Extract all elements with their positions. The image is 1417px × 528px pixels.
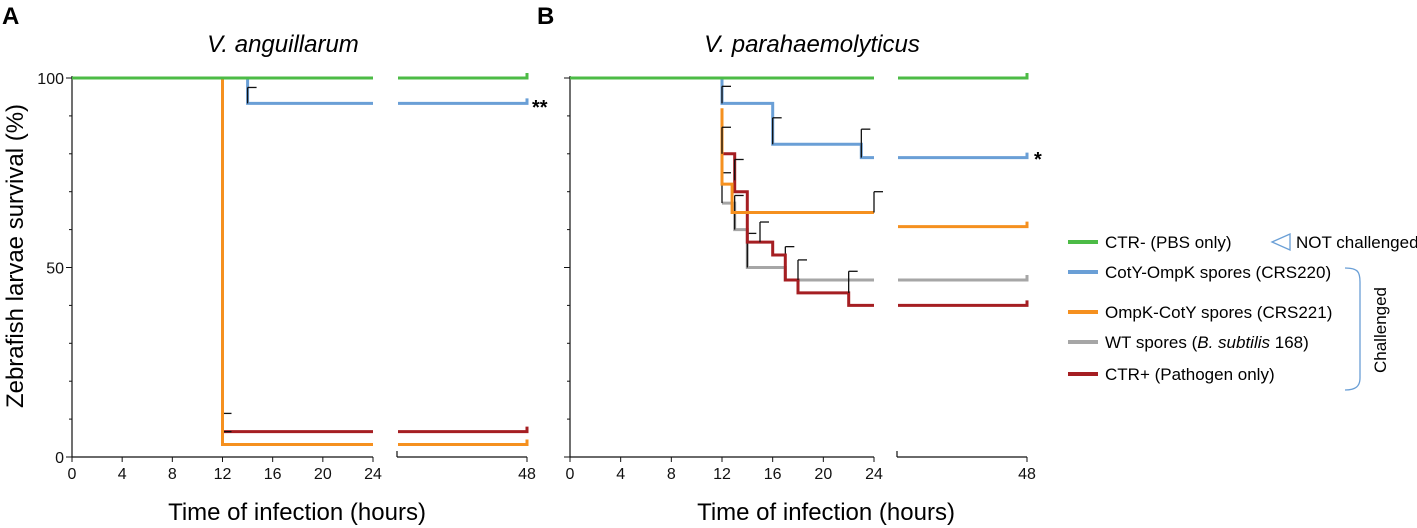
panel-a-x-axis-title: Time of infection (hours) bbox=[168, 499, 426, 526]
series-line-ompk-coty-spores-crs221 bbox=[720, 108, 874, 214]
x-tick-label: 8 bbox=[168, 466, 177, 483]
panel-b-x-axis-title: Time of infection (hours) bbox=[697, 499, 955, 526]
legend-label-wt: WT spores (B. subtilis 168) bbox=[1105, 333, 1309, 352]
panel-a-significance-label: ** bbox=[532, 97, 548, 119]
x-tick-label: 12 bbox=[214, 466, 232, 483]
x-tick-label: 24 bbox=[865, 466, 883, 483]
series-line-ompk-coty-spores-crs221 bbox=[72, 76, 373, 446]
x-tick-label: 16 bbox=[764, 466, 782, 483]
x-tick-label: 4 bbox=[118, 466, 127, 483]
panel-a-title: V. anguillarum bbox=[207, 31, 359, 58]
legend-label-ctr-pos: CTR+ (Pathogen only) bbox=[1105, 365, 1275, 384]
series-tail-ctr-pathogen-only bbox=[898, 300, 1029, 307]
x-tick-label: 12 bbox=[713, 466, 731, 483]
challenged-label: Challenged bbox=[1371, 287, 1390, 373]
series-tail-ompk-coty-spores-crs221 bbox=[398, 439, 529, 446]
y-tick-label: 0 bbox=[55, 450, 64, 467]
y-tick-label: 50 bbox=[46, 261, 64, 278]
series-tail-ctr-pbs-only bbox=[398, 73, 529, 80]
x-tick-label: 48 bbox=[518, 466, 536, 483]
panel-b-plot: 0 4 8 12 16 20 24 48 bbox=[564, 73, 1036, 483]
legend-label-ompk-coty: OmpK-CotY spores (CRS221) bbox=[1105, 303, 1332, 322]
challenged-bracket bbox=[1344, 267, 1361, 391]
x-tick-label: 16 bbox=[264, 466, 282, 483]
series-tail-ompk-coty-spores-crs221 bbox=[898, 221, 1029, 229]
series-tail-coty-ompk-spores-crs220 bbox=[398, 98, 529, 105]
y-axis-title: Zebrafish larvae survival (%) bbox=[2, 104, 29, 408]
x-tick-label: 8 bbox=[667, 466, 676, 483]
panel-letter-b: B bbox=[537, 3, 554, 30]
legend: CTR- (PBS only) CotY-OmpK spores (CRS220… bbox=[1068, 232, 1417, 391]
x-tick-label: 4 bbox=[616, 466, 625, 483]
panel-b-title: V. parahaemolyticus bbox=[704, 31, 920, 58]
series-line-ctr-pathogen-only bbox=[722, 152, 874, 307]
legend-label-coty-ompk: CotY-OmpK spores (CRS220) bbox=[1105, 263, 1331, 282]
series-tail-wt-spores-b-subtilis-168 bbox=[898, 275, 1029, 282]
panel-letter-a: A bbox=[2, 3, 19, 30]
not-challenged-triangle-icon bbox=[1270, 232, 1291, 252]
x-tick-label: 20 bbox=[814, 466, 832, 483]
legend-label-ctr-neg: CTR- (PBS only) bbox=[1105, 233, 1232, 252]
x-tick-label: 20 bbox=[314, 466, 332, 483]
x-tick-label: 0 bbox=[566, 466, 575, 483]
panel-b-significance-label: * bbox=[1034, 149, 1042, 171]
y-tick-label: 100 bbox=[37, 71, 64, 88]
not-challenged-label: NOT challenged bbox=[1296, 233, 1417, 252]
x-tick-label: 0 bbox=[68, 466, 77, 483]
x-tick-label: 48 bbox=[1018, 466, 1036, 483]
x-tick-label: 24 bbox=[364, 466, 382, 483]
series-tail-coty-ompk-spores-crs220 bbox=[898, 152, 1029, 160]
series-tail-ctr-pathogen-only bbox=[398, 426, 529, 434]
series-tail-ctr-pbs-only bbox=[898, 73, 1029, 80]
